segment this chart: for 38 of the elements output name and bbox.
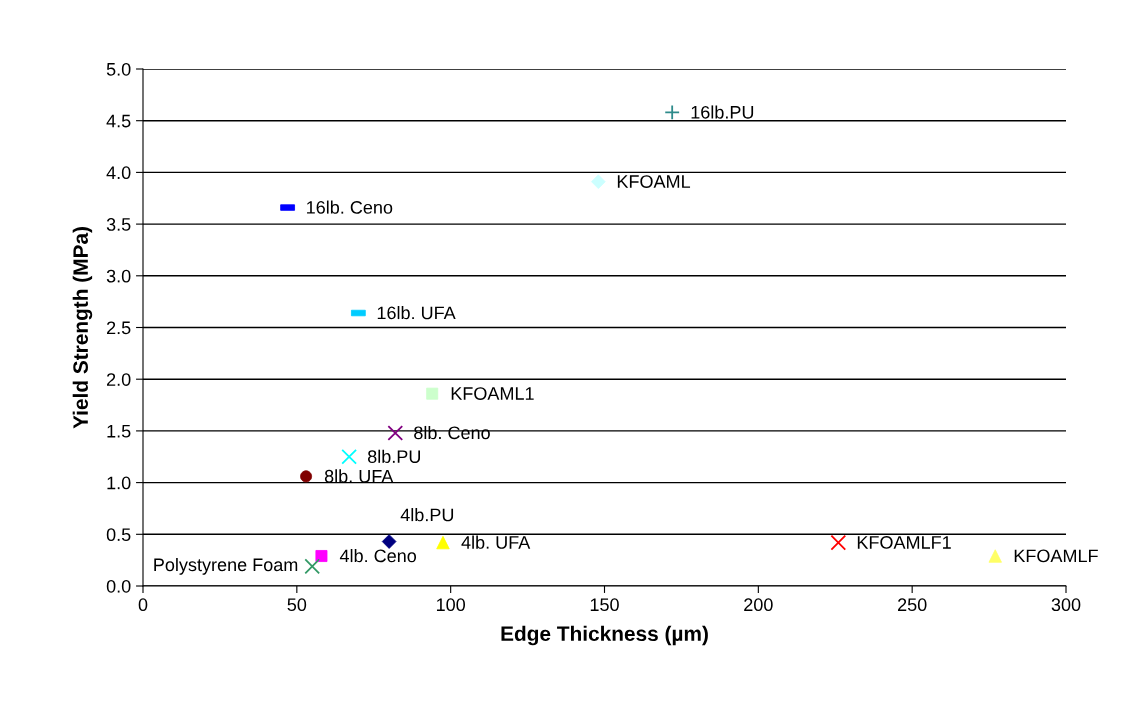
y-tick-label: 1.5 [107, 425, 131, 438]
series-label: KFOAMLF1 [857, 536, 951, 549]
point [664, 104, 681, 121]
x-tick-label: 0 [138, 598, 148, 612]
series-label: KFOAMLF [1014, 549, 1098, 563]
series-label: 8lb. UFA [324, 469, 394, 483]
y-tick-label: 3.5 [106, 218, 131, 231]
x-axis-title: Edge Thickness (µm) [501, 625, 708, 646]
x-tick-label: 250 [898, 598, 927, 612]
series-label: 16lb. Ceno [307, 200, 393, 214]
x-tick-label: 200 [744, 598, 773, 612]
series-label: 4lb.PU [400, 508, 454, 522]
series-label: 4lb. UFA [461, 535, 531, 549]
point [387, 425, 404, 441]
series-label: 16lb.PU [691, 105, 754, 119]
x-tick-label: 150 [590, 598, 619, 612]
series-label: KFOAML1 [451, 387, 534, 400]
series-label: KFOAML [617, 175, 691, 188]
point [830, 534, 847, 551]
y-tick-label: 1.0 [107, 476, 131, 490]
x-tick-label: 300 [1051, 598, 1081, 612]
y-tick-label: 4.5 [106, 114, 131, 128]
point [341, 448, 357, 465]
y-axis-title: Yield Strength (MPa) [72, 227, 93, 429]
series-label: Polystyrene Foam [154, 557, 298, 575]
series-label: 8lb.PU [367, 449, 420, 463]
point [304, 558, 321, 575]
y-tick-label: 4.0 [106, 166, 131, 180]
y-tick-label: 0.0 [106, 579, 131, 593]
y-tick-label: 0.5 [106, 528, 131, 542]
x-tick-label: 50 [287, 598, 307, 612]
series-label: 16lb. UFA [377, 306, 456, 320]
series-label: 4lb. Ceno [339, 548, 417, 563]
y-tick-label: 5.0 [106, 62, 131, 76]
y-tick-label: 2.0 [107, 373, 131, 386]
y-tick-label: 2.5 [107, 321, 131, 335]
y-tick-label: 3.0 [106, 269, 131, 283]
x-tick-label: 100 [436, 598, 466, 612]
